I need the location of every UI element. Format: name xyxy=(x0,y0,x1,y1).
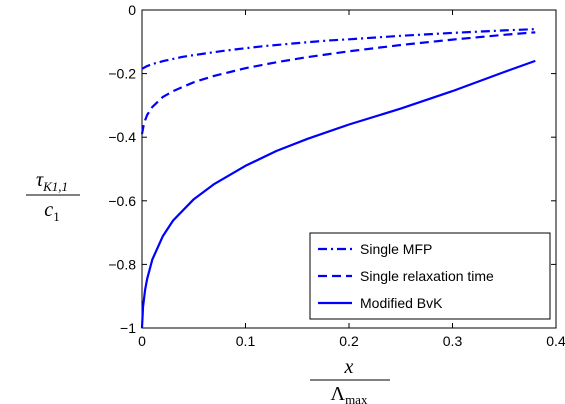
y-label-den-base: c xyxy=(44,199,53,221)
y-tick-label: −0.8 xyxy=(108,256,136,272)
series-layer xyxy=(140,28,536,329)
series-line-solid xyxy=(140,59,536,329)
legend-label: Single relaxation time xyxy=(360,268,494,284)
x-tick-label: 0.2 xyxy=(339,333,359,349)
y-axis: −1 −0.8 −0.6 −0.4 −0.2 0 xyxy=(108,2,556,336)
x-label-numerator: x xyxy=(344,356,354,378)
svg-text:τK1,1: τK1,1 xyxy=(36,169,68,194)
legend-label: Modified BvK xyxy=(360,295,443,311)
legend-label: Single MFP xyxy=(360,241,432,257)
y-tick-label: −0.4 xyxy=(108,129,136,145)
y-tick-label: −1 xyxy=(120,320,136,336)
svg-text:c1: c1 xyxy=(44,199,59,224)
x-tick-label: 0.3 xyxy=(443,333,463,349)
svg-text:Λmax: Λmax xyxy=(331,383,368,404)
x-tick-label: 0.4 xyxy=(546,333,565,349)
y-tick-label: −0.2 xyxy=(108,66,136,82)
x-axis: 0 0.1 0.2 0.3 0.4 xyxy=(138,10,565,349)
series-line-dashed xyxy=(140,31,536,135)
y-axis-label: τK1,1 c1 xyxy=(26,169,80,224)
y-label-num-base: τ xyxy=(36,169,44,191)
legend: Single MFP Single relaxation time Modified… xyxy=(309,232,551,320)
y-tick-label: 0 xyxy=(128,2,136,18)
x-label-den-sub: max xyxy=(345,392,368,404)
y-tick-label: −0.6 xyxy=(108,193,136,209)
y-label-den-sub: 1 xyxy=(53,209,60,224)
series-line-dashdot xyxy=(141,28,536,70)
x-tick-label: 0 xyxy=(138,333,146,349)
y-label-num-sub: K1,1 xyxy=(42,179,68,194)
x-axis-label: x Λmax xyxy=(310,356,390,404)
x-label-den-base: Λ xyxy=(331,383,346,404)
x-tick-label: 0.1 xyxy=(236,333,256,349)
